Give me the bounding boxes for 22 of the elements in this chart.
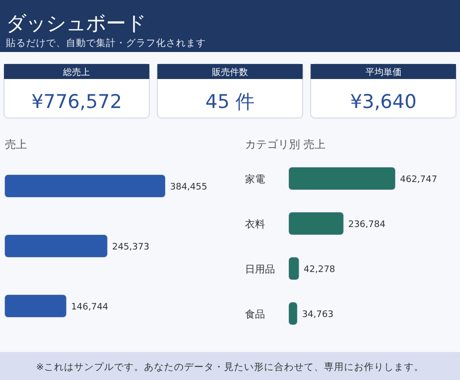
y-tick-label: 日用品	[245, 264, 275, 276]
text: 貼るだけで、自動で集計・グラフ化されます	[6, 37, 206, 49]
data-label: 146,744	[71, 302, 109, 312]
card: 平均単価 ¥3,640	[310, 64, 456, 118]
card: 販売件数 45 件	[156, 64, 304, 118]
data-label: 384,455	[170, 182, 208, 192]
chart-title: 売上	[5, 138, 27, 151]
bar	[288, 257, 300, 280]
y-tick-label: 家電	[245, 174, 265, 186]
data-label: 462,747	[400, 175, 438, 185]
bar	[288, 167, 396, 190]
chart-title: カテゴリ別 売上	[245, 138, 326, 151]
data-label: 236,784	[348, 220, 386, 230]
y-tick-label: 衣料	[245, 218, 265, 230]
bar	[288, 212, 344, 235]
data-label: 42,278	[304, 265, 336, 275]
card: 総売上 ¥776,572	[4, 64, 150, 118]
text: ダッシュボード	[6, 11, 146, 35]
y-tick-label: 食品	[245, 308, 265, 320]
data-label: 245,373	[112, 242, 150, 252]
bar	[288, 302, 298, 325]
data-label: 34,763	[302, 310, 334, 320]
